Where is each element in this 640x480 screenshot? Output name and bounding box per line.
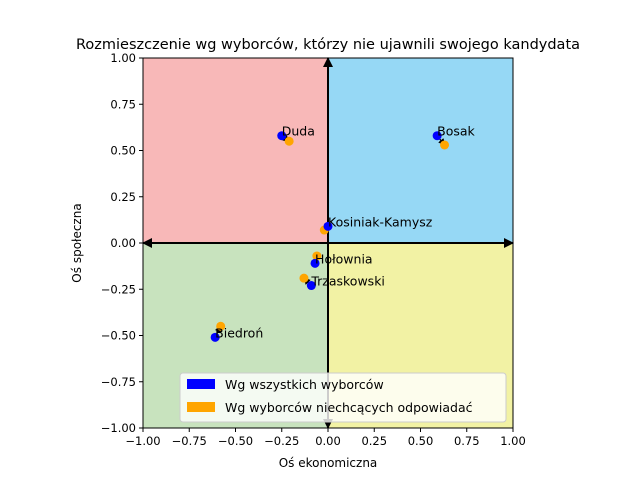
point-all-kosiniak-kamysz xyxy=(323,221,333,231)
x-tick-label: −0.50 xyxy=(218,434,253,448)
x-tick-label: 0.00 xyxy=(315,434,341,448)
label-kosiniak-kamysz: Kosiniak-Kamysz xyxy=(328,214,433,229)
label-duda: Duda xyxy=(282,124,315,139)
legend-swatch-all-voters xyxy=(187,379,215,389)
chart-title: Rozmieszczenie wg wyborców, którzy nie u… xyxy=(76,37,580,53)
label-biedro-: Biedroń xyxy=(215,325,263,340)
x-axis-ticks: −1.00 −0.75 −0.50 −0.25 0.00 0.25 0.50 0.75 1.00 xyxy=(125,428,526,448)
point-all-biedro- xyxy=(210,332,220,342)
quadrant-top-right xyxy=(328,58,513,243)
axis-arrows xyxy=(142,57,514,429)
point-all-ho-ownia xyxy=(310,258,320,268)
data-points xyxy=(210,131,450,342)
legend-box xyxy=(179,372,507,423)
label-bosak: Bosak xyxy=(437,124,475,139)
point-refused-bosak xyxy=(440,140,450,150)
x-tick-label: 0.75 xyxy=(454,434,480,448)
y-tick-label: −0.25 xyxy=(101,282,136,296)
label-ho-ownia: Hołownia xyxy=(315,251,373,266)
point-refused-duda xyxy=(284,136,294,146)
legend-swatch-refusing-voters xyxy=(187,402,215,412)
point-all-trzaskowski xyxy=(306,281,316,291)
y-tick-label: 0.00 xyxy=(110,236,136,250)
y-tick-label: 1.00 xyxy=(110,51,136,65)
x-tick-label: −0.25 xyxy=(264,434,299,448)
x-tick-label: 0.25 xyxy=(361,434,387,448)
label-trzaskowski: Trzaskowski xyxy=(310,274,385,289)
point-all-duda xyxy=(277,131,287,141)
y-axis-ticks: −1.00 −0.75 −0.50 −0.25 0.00 0.25 0.50 0.75 1.00 xyxy=(101,51,143,435)
y-tick-label: 0.50 xyxy=(110,144,136,158)
y-tick-label: 0.75 xyxy=(110,97,136,111)
x-axis-label: Oś ekonomiczna xyxy=(279,456,378,470)
legend-label-refusing-voters: Wg wyborców niechcących odpowiadać xyxy=(225,400,473,415)
legend: Wg wszystkich wyborców Wg wyborców niech… xyxy=(179,372,507,423)
y-axis-label: Oś społeczna xyxy=(70,203,84,282)
legend-label-all-voters: Wg wszystkich wyborców xyxy=(225,377,384,392)
x-tick-label: 1.00 xyxy=(500,434,526,448)
y-tick-label: −0.75 xyxy=(101,375,136,389)
point-labels: Duda Bosak Kosiniak-Kamysz Hołownia Trzaskow… xyxy=(215,124,475,341)
point-refused-biedro- xyxy=(216,321,226,331)
y-tick-label: −0.50 xyxy=(101,329,136,343)
x-tick-label: 0.50 xyxy=(408,434,434,448)
point-all-bosak xyxy=(432,131,442,141)
y-tick-label: 0.25 xyxy=(110,190,136,204)
point-refused-trzaskowski xyxy=(299,273,309,283)
point-refused-ho-ownia xyxy=(312,251,322,261)
x-tick-label: −0.75 xyxy=(172,434,207,448)
x-tick-label: −1.00 xyxy=(125,434,160,448)
quadrant-top-left xyxy=(143,58,328,243)
y-tick-label: −1.00 xyxy=(101,421,136,435)
